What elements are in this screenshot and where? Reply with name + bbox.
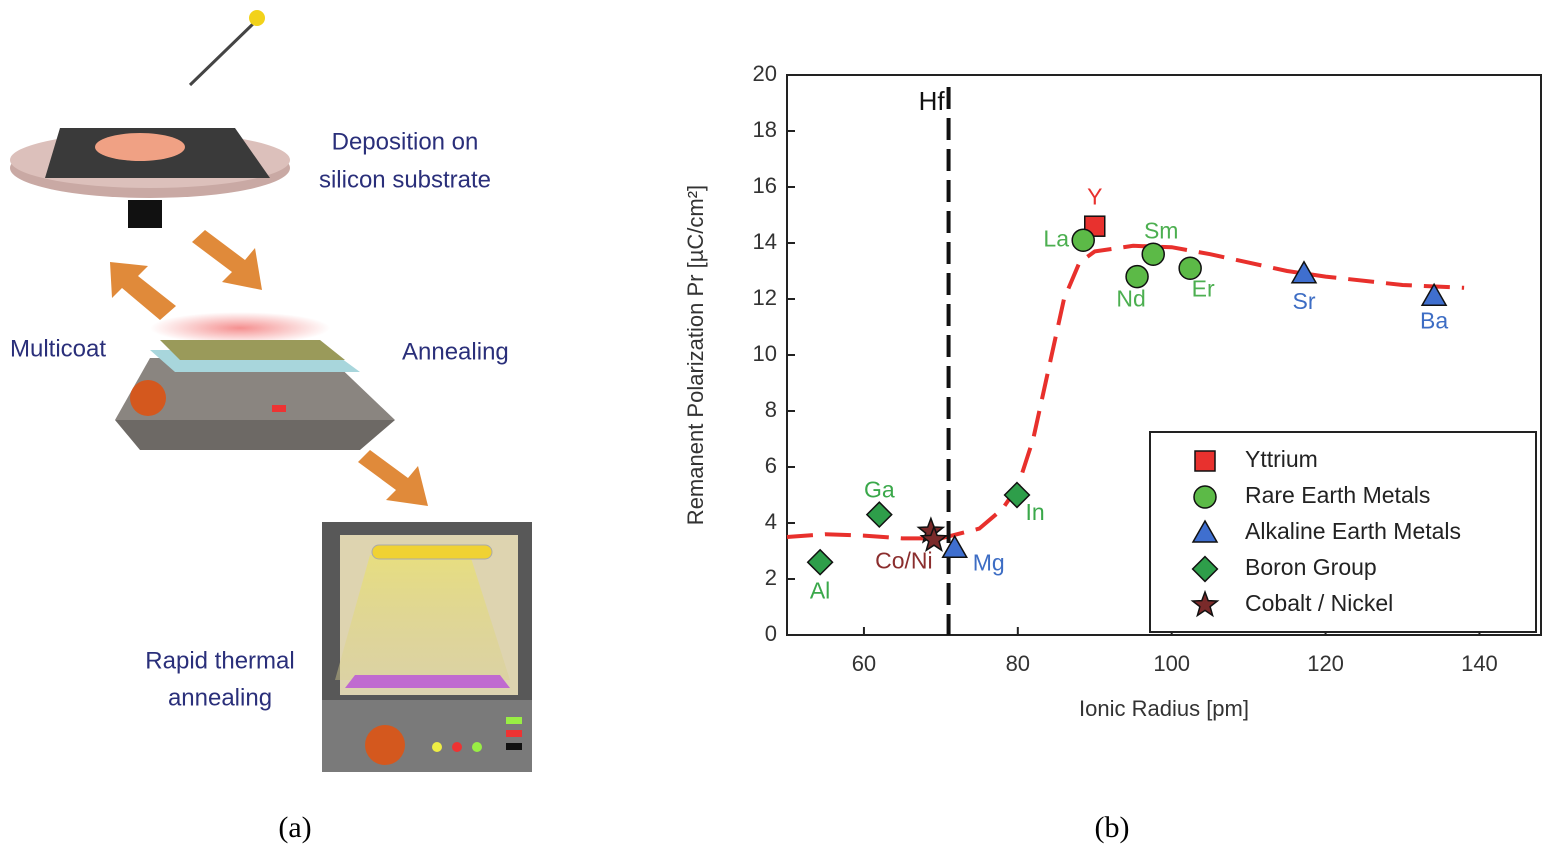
data-point — [1141, 242, 1165, 266]
legend-label: Yttrium — [1245, 446, 1318, 472]
step-label: Deposition on — [332, 128, 479, 155]
step-label: Annealing — [402, 338, 509, 365]
legend-label: Boron Group — [1245, 554, 1377, 580]
data-point — [1125, 264, 1149, 289]
data-point — [919, 524, 949, 553]
data-point — [941, 534, 968, 558]
y-axis-label: Remanent Polarization Pr [µC/cm²] — [683, 185, 708, 525]
point-label: Ga — [864, 477, 895, 503]
fit-curve — [786, 243, 1465, 541]
point-label: La — [1043, 225, 1069, 251]
knob — [365, 725, 405, 765]
legend-marker — [1190, 589, 1220, 618]
rta-beam — [335, 555, 510, 680]
point-label: Al — [810, 577, 830, 603]
x-tick-label: 80 — [1006, 651, 1030, 676]
arrow — [110, 262, 176, 320]
step-label: Rapid thermal — [145, 647, 294, 674]
led — [272, 405, 286, 412]
led — [506, 730, 522, 737]
x-tick-label: 140 — [1461, 651, 1498, 676]
data-point — [1290, 260, 1318, 284]
hotplate-wafer — [160, 340, 345, 360]
legend-marker — [1191, 555, 1219, 583]
y-tick-label: 16 — [753, 173, 777, 198]
point-label: Er — [1192, 275, 1215, 301]
step-label: silicon substrate — [319, 166, 491, 193]
y-tick-label: 12 — [753, 285, 777, 310]
led — [452, 742, 462, 752]
film — [95, 133, 185, 161]
data-point — [865, 501, 893, 529]
point-label: Sm — [1144, 217, 1179, 243]
legend-label: Rare Earth Metals — [1245, 482, 1430, 508]
point-label: Ba — [1420, 307, 1448, 333]
panel-a-art — [10, 10, 532, 772]
data-point — [1071, 228, 1095, 252]
pipette — [188, 20, 257, 87]
led — [506, 743, 522, 750]
point-label: Y — [1087, 183, 1102, 209]
y-tick-label: 2 — [765, 565, 777, 590]
point-label: Co/Ni — [875, 547, 933, 573]
hotplate-body — [115, 358, 395, 420]
point-label: Sr — [1293, 288, 1316, 314]
step-label: Multicoat — [10, 335, 106, 362]
lamp — [371, 544, 493, 560]
legend-label: Cobalt / Nickel — [1245, 590, 1393, 616]
y-tick-label: 10 — [753, 341, 777, 366]
legend-marker — [1193, 485, 1217, 509]
point-label: In — [1025, 499, 1044, 525]
hotplate-base — [115, 420, 395, 450]
arrow — [358, 450, 428, 506]
x-tick-label: 100 — [1153, 651, 1190, 676]
data-point — [1420, 282, 1448, 306]
y-tick-label: 6 — [765, 453, 777, 478]
caption: (b) — [1095, 811, 1130, 844]
y-tick-label: 20 — [753, 61, 777, 86]
knob — [130, 380, 166, 416]
led — [432, 742, 442, 752]
y-tick-label: 4 — [765, 509, 777, 534]
legend-marker — [1194, 450, 1216, 472]
x-tick-label: 120 — [1307, 651, 1344, 676]
x-tick-label: 60 — [852, 651, 876, 676]
caption: (a) — [278, 811, 311, 844]
point-label: Nd — [1116, 286, 1145, 312]
point-label: Mg — [973, 549, 1005, 575]
data-point — [1003, 481, 1031, 509]
rta-panel — [322, 700, 532, 772]
data-point — [806, 548, 834, 576]
hf-label: Hf — [919, 86, 946, 116]
arrow — [192, 230, 262, 290]
heat-glow — [150, 312, 330, 344]
pipette-tip — [249, 10, 265, 26]
data-point — [1178, 256, 1202, 280]
y-tick-label: 0 — [765, 621, 777, 646]
legend-label: Alkaline Earth Metals — [1245, 518, 1461, 544]
led — [506, 717, 522, 724]
rta-wafer — [345, 675, 510, 688]
step-label: annealing — [168, 684, 272, 711]
legend-marker — [1191, 519, 1219, 543]
y-tick-label: 18 — [753, 117, 777, 142]
y-tick-label: 8 — [765, 397, 777, 422]
x-axis-label: Ionic Radius [pm] — [1079, 696, 1249, 721]
spin-motor — [128, 200, 162, 228]
y-tick-label: 14 — [753, 229, 777, 254]
led — [472, 742, 482, 752]
